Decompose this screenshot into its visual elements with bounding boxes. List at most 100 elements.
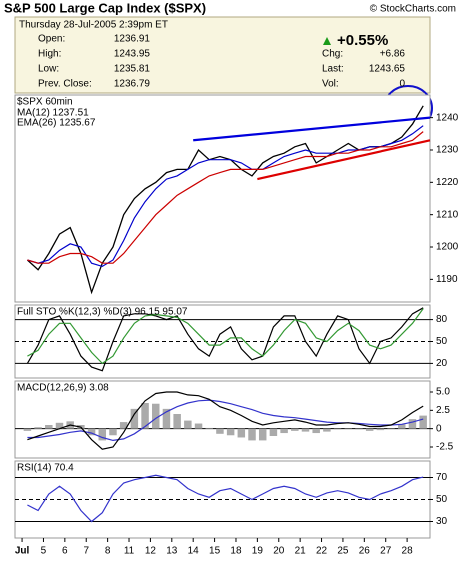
histogram-bar (248, 428, 256, 441)
copyright: © StockCharts.com (370, 4, 456, 15)
date: Thursday 28-Jul-2005 2:39pm ET (19, 20, 168, 31)
histogram-bar (333, 428, 342, 430)
histogram-bar (312, 428, 320, 434)
series-line (27, 131, 424, 264)
y-tick-label: 1200 (436, 242, 459, 253)
up-arrow (323, 37, 331, 45)
histogram-bar (408, 419, 417, 429)
histogram-bar (45, 425, 53, 429)
x-tick-label: 26 (359, 546, 371, 557)
panel (14, 380, 431, 459)
info-value: 1236.79 (114, 79, 151, 90)
info-label: Last: (322, 64, 344, 75)
histogram-bar (258, 428, 267, 441)
histogram-bar (173, 414, 181, 429)
panel-title: Full STO %K(12,3) %D(3) 96.15 95.07 (17, 307, 188, 318)
y-tick-label: 1230 (436, 145, 459, 156)
info-value: 1236.91 (114, 34, 151, 45)
info-label: Chg: (322, 49, 343, 60)
series-line (27, 391, 424, 450)
trendline (193, 116, 431, 142)
info-value: 1235.81 (114, 64, 151, 75)
page-title: S&P 500 Large Cap Index ($SPX) (4, 0, 206, 15)
x-tick-label: 15 (209, 546, 221, 557)
histogram-bar (216, 428, 224, 434)
histogram-bar (323, 428, 331, 432)
histogram-bar (34, 427, 42, 429)
info-value: 0 (399, 79, 405, 90)
x-tick-label: 13 (166, 546, 178, 557)
x-tick-label: 25 (337, 546, 349, 557)
histogram-bar (344, 428, 353, 430)
x-tick-label: 6 (62, 546, 68, 557)
y-tick-label: 30 (436, 516, 448, 527)
y-tick-label: 70 (436, 472, 448, 483)
x-tick-label: 22 (316, 546, 328, 557)
series-line (27, 474, 424, 523)
histogram-bar (109, 428, 117, 436)
legend-entry: MA(12) 1237.51 (17, 108, 89, 119)
y-tick-label: 50 (436, 336, 448, 347)
histogram-bar (280, 428, 288, 434)
y-tick-label: 50 (436, 494, 448, 505)
histogram-bar (152, 403, 160, 429)
x-tick-label: 20 (273, 546, 285, 557)
histogram-bar (87, 428, 96, 436)
trendline (257, 139, 431, 181)
info-value: 1243.95 (114, 49, 151, 60)
legend-entry: EMA(26) 1235.67 (17, 118, 96, 129)
y-tick-label: -2.5 (436, 442, 454, 453)
x-tick-label: 12 (145, 546, 157, 557)
histogram-bar (419, 415, 427, 429)
x-tick-label: 5 (41, 546, 47, 557)
x-tick-label: 21 (295, 546, 307, 557)
histogram-bar (23, 428, 32, 431)
x-tick-label: 7 (83, 546, 89, 557)
x-tick-label: 18 (230, 546, 242, 557)
x-tick-label: 11 (124, 546, 135, 557)
x-tick-label: 19 (252, 546, 264, 557)
panel-title: RSI(14) 70.4 (17, 463, 74, 474)
histogram-bar (119, 422, 128, 429)
histogram-bar (226, 428, 235, 436)
info-value: +6.86 (380, 49, 406, 60)
histogram-bar (398, 424, 406, 429)
histogram-bar (98, 428, 107, 441)
x-tick-label: 8 (105, 546, 111, 557)
histogram-bar (376, 428, 385, 431)
y-tick-label: 1220 (436, 177, 459, 188)
histogram-bar (365, 428, 374, 431)
info-value: 1243.65 (369, 64, 406, 75)
info-label: Low: (38, 64, 59, 75)
x-tick-label: Jul (15, 546, 30, 557)
x-tick-label: 28 (402, 546, 414, 557)
y-tick-label: 2.5 (436, 405, 450, 416)
info-label: High: (38, 49, 61, 60)
histogram-bar (194, 423, 203, 429)
histogram-bar (301, 428, 310, 432)
panel-title: $SPX 60min (17, 97, 73, 108)
info-label: Prev. Close: (38, 79, 92, 90)
y-tick-label: 5.0 (436, 387, 450, 398)
histogram-bar (237, 428, 246, 438)
histogram-bar (291, 428, 299, 431)
histogram-bar (387, 428, 395, 430)
series-line (27, 399, 424, 442)
series-line (27, 308, 424, 365)
y-tick-label: 20 (436, 358, 448, 369)
series-line (26, 307, 424, 372)
y-tick-label: 1210 (436, 209, 459, 220)
panel-title: MACD(12,26,9) 3.08 (17, 383, 109, 394)
info-label: Open: (38, 34, 65, 45)
info-label: Vol: (322, 79, 339, 90)
series-line (26, 105, 424, 295)
histogram-bar (141, 403, 149, 429)
histogram-bar (355, 428, 363, 430)
y-tick-label: 80 (436, 314, 448, 325)
histogram-bar (162, 408, 171, 429)
change-pct: +0.55% (337, 32, 388, 49)
histogram-bar (205, 427, 213, 429)
x-tick-label: 27 (380, 546, 392, 557)
info-box (14, 16, 431, 94)
